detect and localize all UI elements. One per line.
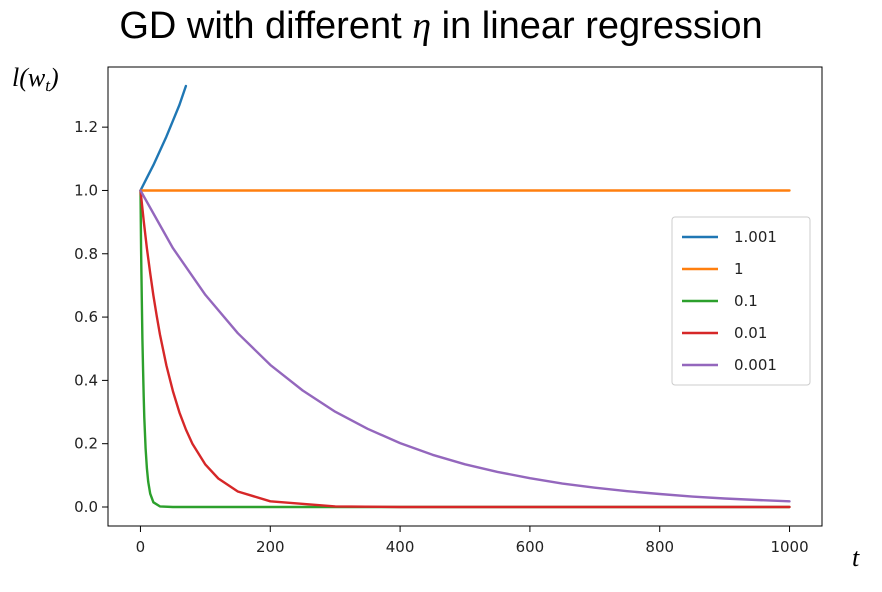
x-tick-label: 0 — [136, 538, 146, 556]
series-line-4 — [139, 189, 791, 503]
legend: 1.001 1 0.1 0.01 0.001 — [671, 216, 811, 386]
y-tick-label: 0.6 — [74, 308, 98, 326]
legend-box — [671, 216, 811, 386]
legend-label-1: 1 — [734, 260, 744, 278]
y-axis-label-main: l(w — [12, 63, 46, 92]
y-tick-label: 0.2 — [74, 435, 98, 453]
legend-label-4: 0.001 — [734, 356, 777, 374]
y-axis-label-close: ) — [48, 63, 59, 92]
plot-frame — [107, 66, 823, 527]
title-prefix: GD with different — [119, 5, 413, 47]
x-tick-label: 1000 — [770, 538, 808, 556]
y-tick-label: 1.0 — [74, 181, 98, 199]
x-tick-label: 200 — [256, 538, 285, 556]
legend-label-0: 1.001 — [734, 228, 777, 246]
y-axis-label: l(wt) — [12, 63, 59, 95]
x-axis: 0 200 400 600 800 1000 — [136, 526, 809, 556]
y-tick-label: 1.2 — [74, 118, 98, 136]
legend-label-2: 0.1 — [734, 292, 758, 310]
x-tick-label: 800 — [645, 538, 674, 556]
x-tick-label: 400 — [386, 538, 415, 556]
y-tick-label: 0.0 — [74, 498, 98, 516]
y-tick-label: 0.4 — [74, 371, 98, 389]
page-title: GD with different η in linear regression — [0, 4, 882, 48]
x-tick-label: 600 — [516, 538, 545, 556]
x-axis-label: t — [852, 543, 860, 572]
series-line-3 — [139, 189, 791, 509]
title-eta-symbol: η — [412, 5, 432, 47]
y-tick-label: 0.8 — [74, 245, 98, 263]
series-line-0 — [139, 84, 188, 192]
title-suffix: in linear regression — [431, 5, 763, 47]
y-axis: 0.0 0.2 0.4 0.6 0.8 1.0 1.2 — [74, 118, 108, 516]
series-layer — [139, 84, 791, 509]
legend-label-3: 0.01 — [734, 324, 767, 342]
y-axis-label-subscript: t — [45, 76, 51, 95]
